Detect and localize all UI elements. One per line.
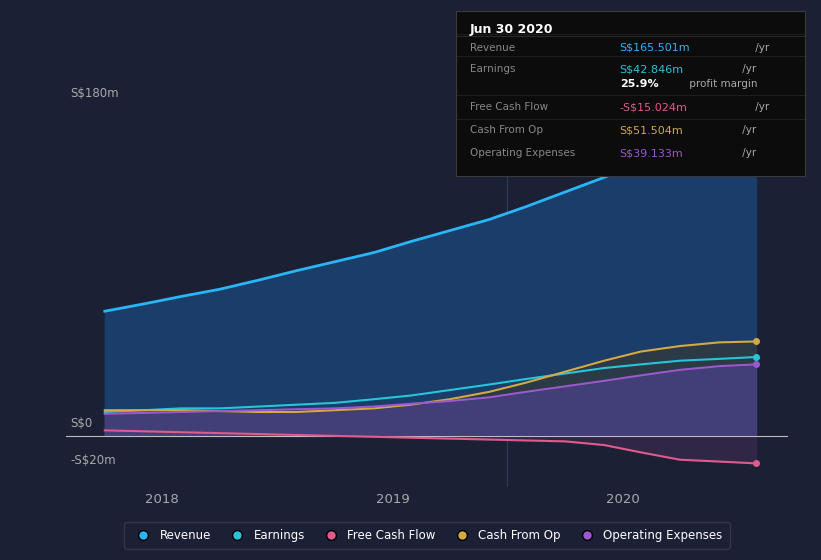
Text: /yr: /yr	[739, 125, 756, 135]
Text: /yr: /yr	[739, 148, 756, 158]
Text: /yr: /yr	[752, 43, 769, 53]
Text: Jun 30 2020: Jun 30 2020	[470, 23, 553, 36]
Text: S$165.501m: S$165.501m	[620, 43, 690, 53]
Text: Revenue: Revenue	[470, 43, 515, 53]
Text: S$0: S$0	[71, 417, 93, 431]
Text: /yr: /yr	[752, 102, 769, 112]
Text: Free Cash Flow: Free Cash Flow	[470, 102, 548, 112]
Text: S$180m: S$180m	[71, 87, 119, 100]
Text: -S$20m: -S$20m	[71, 454, 116, 467]
Text: 25.9%: 25.9%	[620, 79, 658, 89]
Text: S$42.846m: S$42.846m	[620, 64, 684, 74]
Text: S$51.504m: S$51.504m	[620, 125, 683, 135]
Text: Cash From Op: Cash From Op	[470, 125, 543, 135]
Text: profit margin: profit margin	[686, 79, 758, 89]
Text: S$39.133m: S$39.133m	[620, 148, 683, 158]
Legend: Revenue, Earnings, Free Cash Flow, Cash From Op, Operating Expenses: Revenue, Earnings, Free Cash Flow, Cash …	[124, 521, 730, 549]
Text: /yr: /yr	[739, 64, 756, 74]
Text: -S$15.024m: -S$15.024m	[620, 102, 687, 112]
Text: Earnings: Earnings	[470, 64, 515, 74]
Text: Operating Expenses: Operating Expenses	[470, 148, 575, 158]
